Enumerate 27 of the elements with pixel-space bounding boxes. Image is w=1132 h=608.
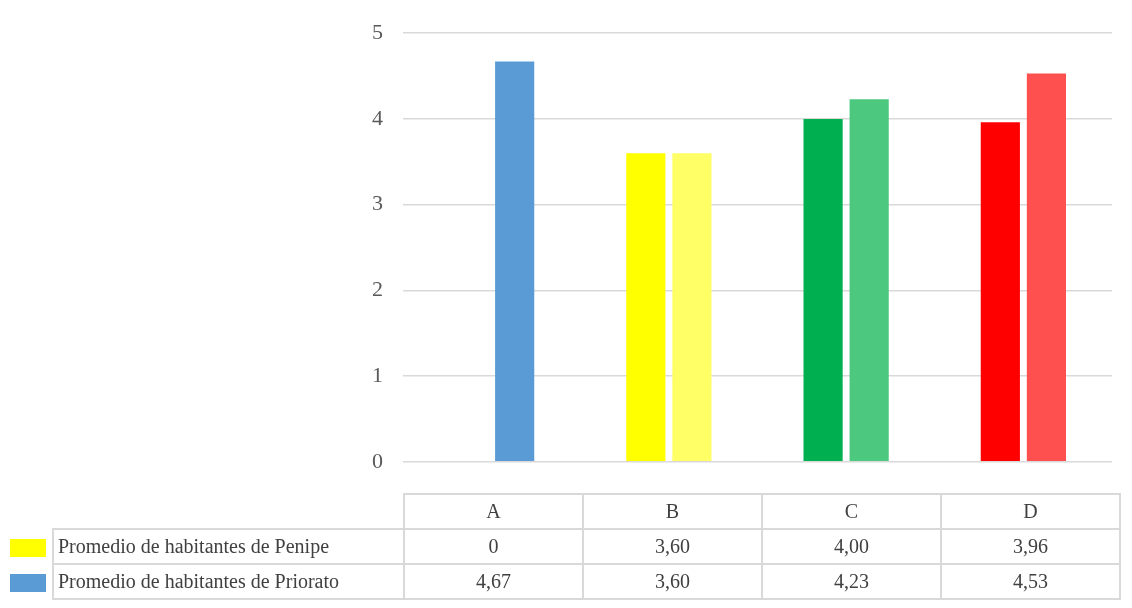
- data-label: 4,00: [762, 529, 941, 564]
- bar: [626, 153, 666, 462]
- y-tick-label: 2: [372, 276, 383, 302]
- bar: [495, 61, 535, 462]
- data-label: 4,23: [762, 564, 941, 599]
- y-tick-label: 1: [372, 361, 383, 387]
- bar: [1026, 73, 1066, 462]
- x-tick-label: A: [404, 494, 583, 529]
- x-tick-label: C: [762, 494, 941, 529]
- y-tick-label: 4: [372, 104, 383, 130]
- legend-label: Promedio de habitantes de Priorato: [53, 564, 404, 599]
- bar: [849, 99, 889, 462]
- data-label: 0: [404, 529, 583, 564]
- y-tick-label: 5: [372, 18, 383, 44]
- x-tick-label: D: [941, 494, 1120, 529]
- x-tick-label: B: [583, 494, 762, 529]
- data-label: 3,60: [583, 529, 762, 564]
- data-label: 3,96: [941, 529, 1120, 564]
- y-tick-label: 0: [372, 447, 383, 473]
- bar: [803, 118, 843, 462]
- bar: [980, 122, 1020, 462]
- data-label: 3,60: [583, 564, 762, 599]
- legend-label: Promedio de habitantes de Penipe: [53, 529, 404, 564]
- data-label: 4,53: [941, 564, 1120, 599]
- bar: [672, 153, 712, 462]
- y-tick-label: 3: [372, 190, 383, 216]
- data-label: 4,67: [404, 564, 583, 599]
